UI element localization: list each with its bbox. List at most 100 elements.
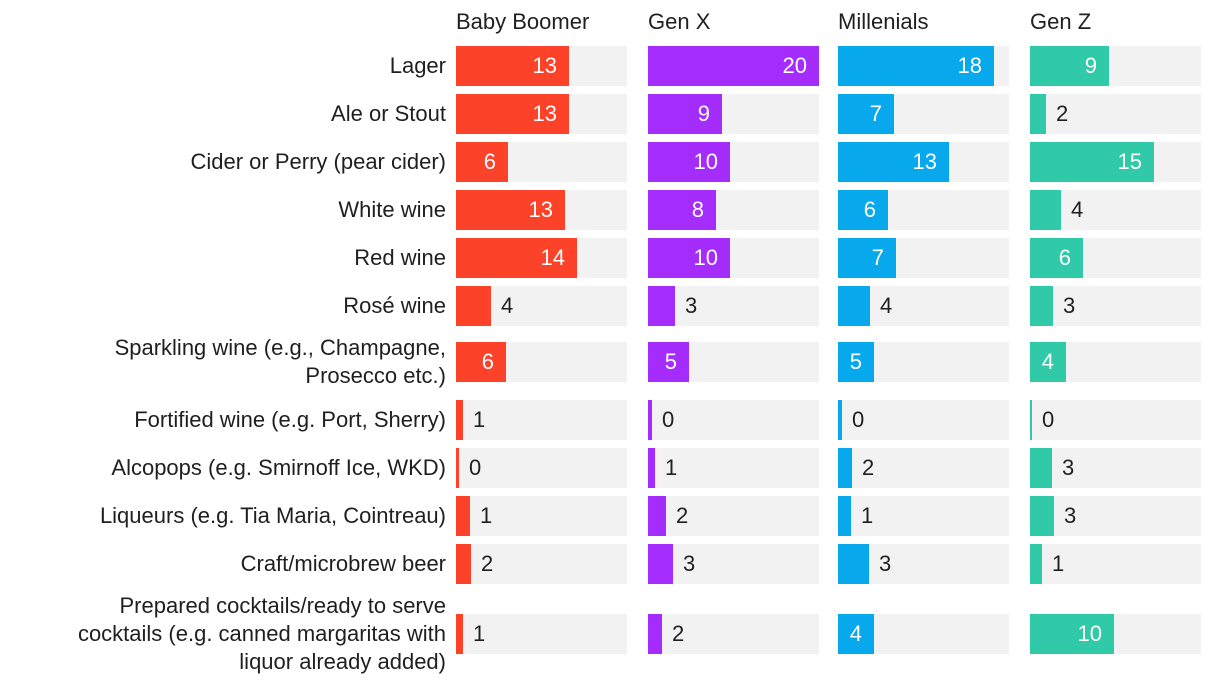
bar — [1030, 400, 1032, 440]
bar — [1030, 448, 1052, 488]
data-label: 9 — [697, 101, 710, 126]
panel-header: Gen X — [648, 9, 711, 34]
bar — [648, 190, 716, 230]
data-label: 13 — [532, 101, 557, 126]
bar — [1030, 46, 1109, 86]
data-label: 2 — [676, 503, 689, 528]
data-label: 0 — [1042, 407, 1055, 432]
data-label: 0 — [662, 407, 675, 432]
data-label: 4 — [849, 621, 862, 646]
bar-track — [456, 400, 627, 440]
bar — [1030, 496, 1054, 536]
category-label: Lager — [389, 53, 446, 78]
data-label: 3 — [685, 293, 698, 318]
panel-header: Millenials — [838, 9, 929, 34]
bar — [838, 342, 874, 382]
bar — [838, 614, 874, 654]
bar — [1030, 142, 1154, 182]
data-label: 20 — [782, 53, 807, 78]
data-label: 13 — [528, 197, 553, 222]
bar — [456, 94, 569, 134]
bar — [1030, 190, 1061, 230]
bar-track — [1030, 94, 1201, 134]
bar — [456, 496, 470, 536]
bar — [456, 614, 463, 654]
data-label: 2 — [672, 621, 685, 646]
data-label: 6 — [863, 197, 876, 222]
bar — [838, 94, 894, 134]
data-label: 14 — [540, 245, 565, 270]
bar — [838, 286, 870, 326]
bar — [648, 614, 662, 654]
data-label: 1 — [665, 455, 678, 480]
bar — [838, 448, 852, 488]
bar — [1030, 342, 1066, 382]
category-label: Prepared cocktails/ready to serve cockta… — [77, 593, 446, 674]
category-label: Red wine — [354, 245, 446, 270]
bar — [1030, 614, 1114, 654]
data-label: 7 — [869, 101, 882, 126]
bar — [838, 46, 994, 86]
bar — [648, 400, 652, 440]
bar — [838, 544, 869, 584]
bar — [456, 46, 569, 86]
bar — [456, 544, 471, 584]
data-label: 15 — [1117, 149, 1142, 174]
data-label: 13 — [912, 149, 937, 174]
data-label: 0 — [852, 407, 865, 432]
data-label: 10 — [693, 149, 718, 174]
data-label: 1 — [480, 503, 493, 528]
category-label: Alcopops (e.g. Smirnoff Ice, WKD) — [111, 455, 446, 480]
data-label: 18 — [957, 53, 982, 78]
bar — [648, 238, 730, 278]
bar-track — [456, 614, 627, 654]
bar-track — [648, 286, 819, 326]
data-label: 4 — [501, 293, 514, 318]
data-label: 9 — [1084, 53, 1097, 78]
bar-track — [648, 614, 819, 654]
bar — [648, 496, 666, 536]
bar-track — [1030, 496, 1201, 536]
data-label: 4 — [1071, 197, 1084, 222]
bar — [456, 142, 508, 182]
data-label: 2 — [1056, 101, 1069, 126]
category-label: Ale or Stout — [331, 101, 446, 126]
bar — [648, 142, 730, 182]
data-label: 3 — [683, 551, 696, 576]
data-label: 6 — [481, 349, 494, 374]
bar — [838, 400, 842, 440]
bar — [838, 142, 949, 182]
data-label: 0 — [469, 455, 482, 480]
bar — [648, 342, 689, 382]
data-label: 1 — [473, 621, 486, 646]
bar-track — [1030, 448, 1201, 488]
bar-track — [838, 400, 1009, 440]
bar-track — [648, 496, 819, 536]
data-label: 1 — [861, 503, 874, 528]
data-label: 5 — [849, 349, 862, 374]
data-label: 3 — [1063, 293, 1076, 318]
data-label: 8 — [691, 197, 704, 222]
data-label: 5 — [664, 349, 677, 374]
data-label: 3 — [1062, 455, 1075, 480]
bar — [456, 238, 577, 278]
data-label: 13 — [532, 53, 557, 78]
data-label: 2 — [862, 455, 875, 480]
bar-track — [648, 400, 819, 440]
bar — [456, 286, 491, 326]
bar — [1030, 286, 1053, 326]
bar — [838, 190, 888, 230]
bar — [648, 46, 819, 86]
bar-track — [838, 448, 1009, 488]
bar — [648, 448, 655, 488]
data-label: 6 — [1058, 245, 1071, 270]
bar — [1030, 238, 1083, 278]
bar-track — [1030, 544, 1201, 584]
bar — [648, 544, 673, 584]
data-label: 7 — [871, 245, 884, 270]
bar-track — [648, 544, 819, 584]
category-label: White wine — [338, 197, 446, 222]
bar-track — [456, 544, 627, 584]
bar-track — [838, 496, 1009, 536]
